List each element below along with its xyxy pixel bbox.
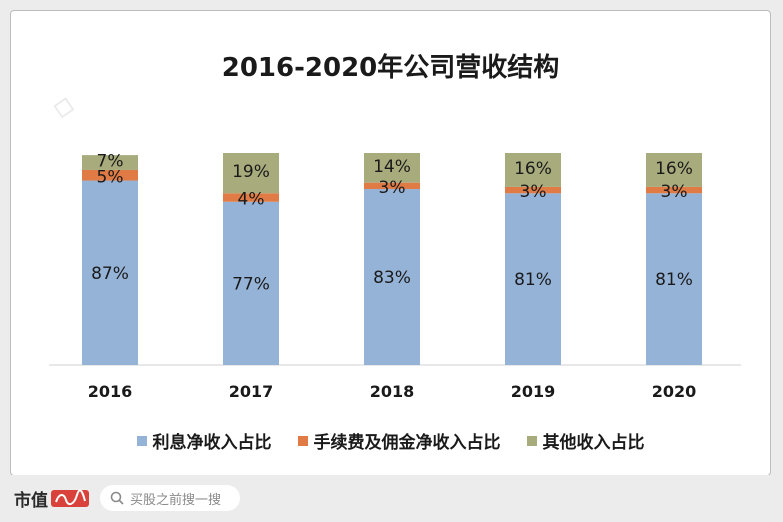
legend-swatch <box>526 435 537 446</box>
data-label: 16% <box>514 159 552 179</box>
legend-label: 其他收入占比 <box>542 433 645 453</box>
stacked-bar-chart: 87%5%7%77%4%19%83%3%14%81%3%16%81%3%16% … <box>49 152 741 401</box>
legend-swatch <box>136 435 147 446</box>
chart-title: 2016-2020年公司营收结构 <box>221 53 560 83</box>
brand-logo[interactable]: 市值 <box>14 485 90 511</box>
bar-segment-other <box>223 153 279 194</box>
x-tick-label: 2016 <box>88 382 133 401</box>
search-input[interactable]: 买股之前搜一搜 <box>100 485 240 511</box>
data-label: 81% <box>655 270 693 290</box>
data-label: 87% <box>91 264 129 284</box>
bar-segment-interest <box>82 180 138 365</box>
bar-segment-fee <box>364 182 420 190</box>
bar-segment-other <box>505 153 561 187</box>
x-tick-label: 2020 <box>652 382 697 401</box>
legend-item-other: 其他收入占比 <box>526 428 645 453</box>
brand-mark-icon <box>50 487 90 509</box>
bar-segment-interest <box>364 189 420 365</box>
data-label: 3% <box>379 178 406 198</box>
x-tick-label: 2019 <box>511 382 556 401</box>
legend-label: 利息净收入占比 <box>152 433 272 453</box>
data-label: 5% <box>97 167 124 187</box>
bar-segment-fee <box>223 193 279 202</box>
bar-segment-interest <box>505 193 561 365</box>
legend-label: 手续费及佣金净收入占比 <box>313 433 501 453</box>
data-label: 16% <box>655 159 693 179</box>
footer-bar: 市值 买股之前搜一搜 <box>0 475 783 522</box>
bar-segment-fee <box>646 186 702 194</box>
search-icon <box>110 491 124 505</box>
bar-segment-other <box>82 155 138 170</box>
legend-item-interest: 利息净收入占比 <box>136 428 272 453</box>
bar-segment-interest <box>223 201 279 365</box>
data-label: 7% <box>97 152 124 172</box>
bar-segment-fee <box>82 169 138 181</box>
data-label: 3% <box>661 182 688 202</box>
data-label: 81% <box>514 270 552 290</box>
data-label: 83% <box>373 268 411 288</box>
x-tick-label: 2017 <box>229 382 274 401</box>
search-placeholder: 买股之前搜一搜 <box>130 492 222 508</box>
chart-card: 2016-2020年公司营收结构 87% 5% 7% 77% 4% 19% 83% 3% 14%… <box>10 10 771 476</box>
brand-text: 市值 <box>14 490 48 511</box>
legend: 利息净收入占比 手续费及佣金净收入占比 其他收入占比 <box>11 428 770 453</box>
data-label: 77% <box>232 274 270 294</box>
bar-segment-other <box>646 153 702 187</box>
data-label: 14% <box>373 157 411 177</box>
x-tick-label: 2018 <box>370 382 415 401</box>
bar-segment-other <box>364 153 420 183</box>
legend-swatch <box>297 435 308 446</box>
bar-segment-fee <box>505 186 561 194</box>
data-label: 19% <box>232 162 270 182</box>
bar-segment-interest <box>646 193 702 365</box>
data-label: 4% <box>238 190 265 210</box>
legend-item-fee: 手续费及佣金净收入占比 <box>297 428 501 453</box>
data-label: 3% <box>520 182 547 202</box>
